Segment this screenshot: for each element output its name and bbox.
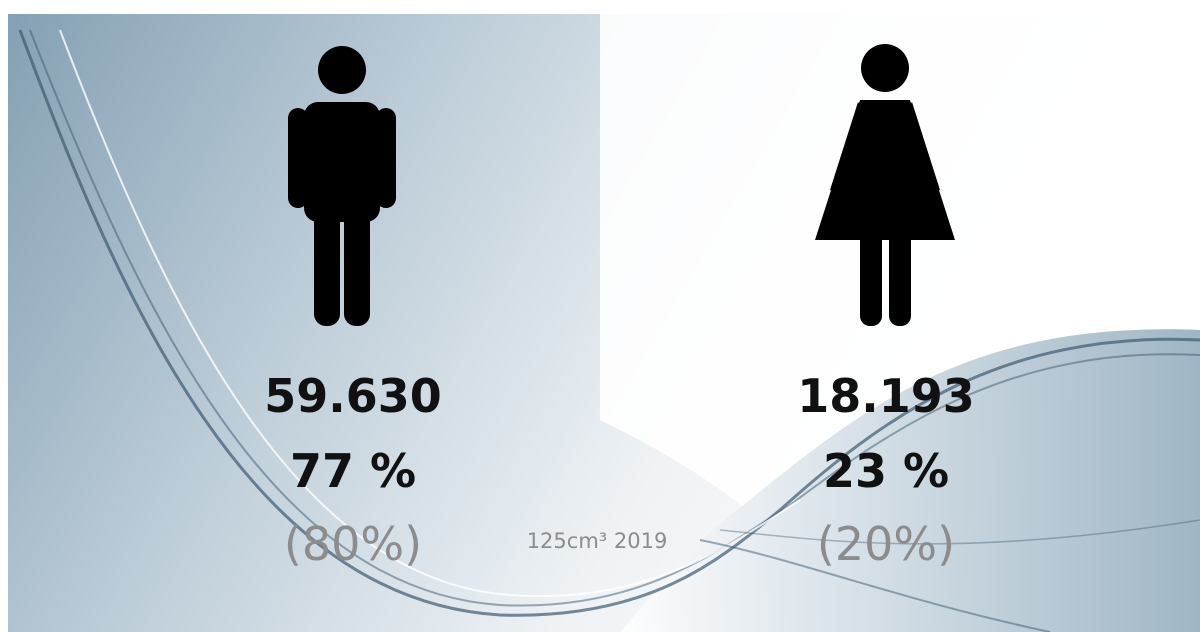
female-previous: (20%) (817, 517, 955, 571)
male-previous: (80%) (284, 517, 422, 571)
female-share: 23 % (823, 444, 949, 498)
caption: 125cm³ 2019 (527, 529, 668, 553)
male-share: 77 % (290, 444, 416, 498)
female-count: 18.193 (797, 369, 975, 423)
male-count: 59.630 (264, 369, 442, 423)
page: 59.630 77 % (80%) 18.193 23 % (20%) 125c… (0, 0, 1200, 632)
slide: 59.630 77 % (80%) 18.193 23 % (20%) 125c… (0, 0, 1200, 632)
